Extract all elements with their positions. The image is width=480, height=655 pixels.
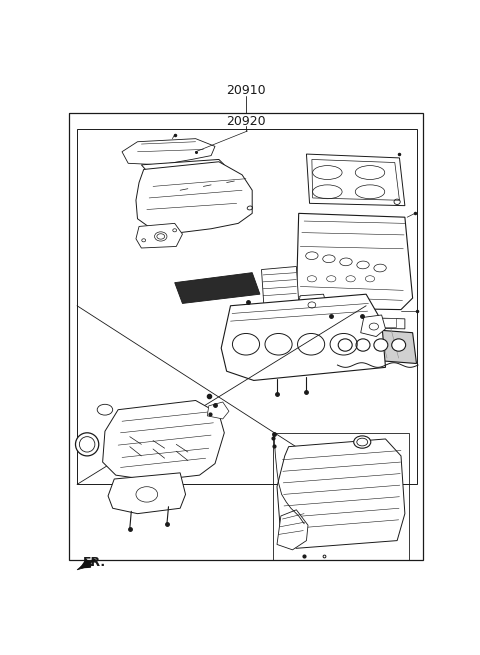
Polygon shape (136, 162, 252, 233)
Bar (342, 318, 364, 328)
Polygon shape (277, 510, 308, 550)
Ellipse shape (357, 438, 368, 446)
Polygon shape (306, 154, 405, 206)
Polygon shape (77, 561, 93, 570)
Polygon shape (312, 159, 399, 200)
Ellipse shape (354, 436, 371, 448)
Polygon shape (108, 473, 186, 514)
Bar (310, 318, 331, 328)
Polygon shape (136, 223, 182, 248)
Ellipse shape (75, 433, 99, 456)
Text: 20910: 20910 (226, 84, 266, 98)
Ellipse shape (79, 437, 95, 452)
Polygon shape (221, 294, 385, 381)
Polygon shape (103, 400, 224, 481)
Polygon shape (331, 327, 417, 364)
Bar (375, 318, 396, 328)
Polygon shape (207, 402, 229, 419)
Polygon shape (142, 159, 224, 171)
Polygon shape (296, 294, 327, 316)
Polygon shape (296, 214, 413, 310)
Polygon shape (175, 272, 260, 303)
Polygon shape (300, 316, 405, 329)
Polygon shape (262, 267, 299, 305)
Bar (69, 113, 423, 560)
Bar (77, 128, 417, 485)
Ellipse shape (338, 339, 352, 351)
Polygon shape (360, 315, 385, 337)
Ellipse shape (374, 339, 388, 351)
Bar (273, 433, 409, 560)
Ellipse shape (97, 404, 113, 415)
Ellipse shape (392, 339, 406, 351)
Text: FR.: FR. (83, 557, 107, 569)
Polygon shape (122, 139, 215, 165)
Polygon shape (277, 439, 405, 548)
Ellipse shape (356, 339, 370, 351)
Text: 20920: 20920 (226, 115, 266, 128)
